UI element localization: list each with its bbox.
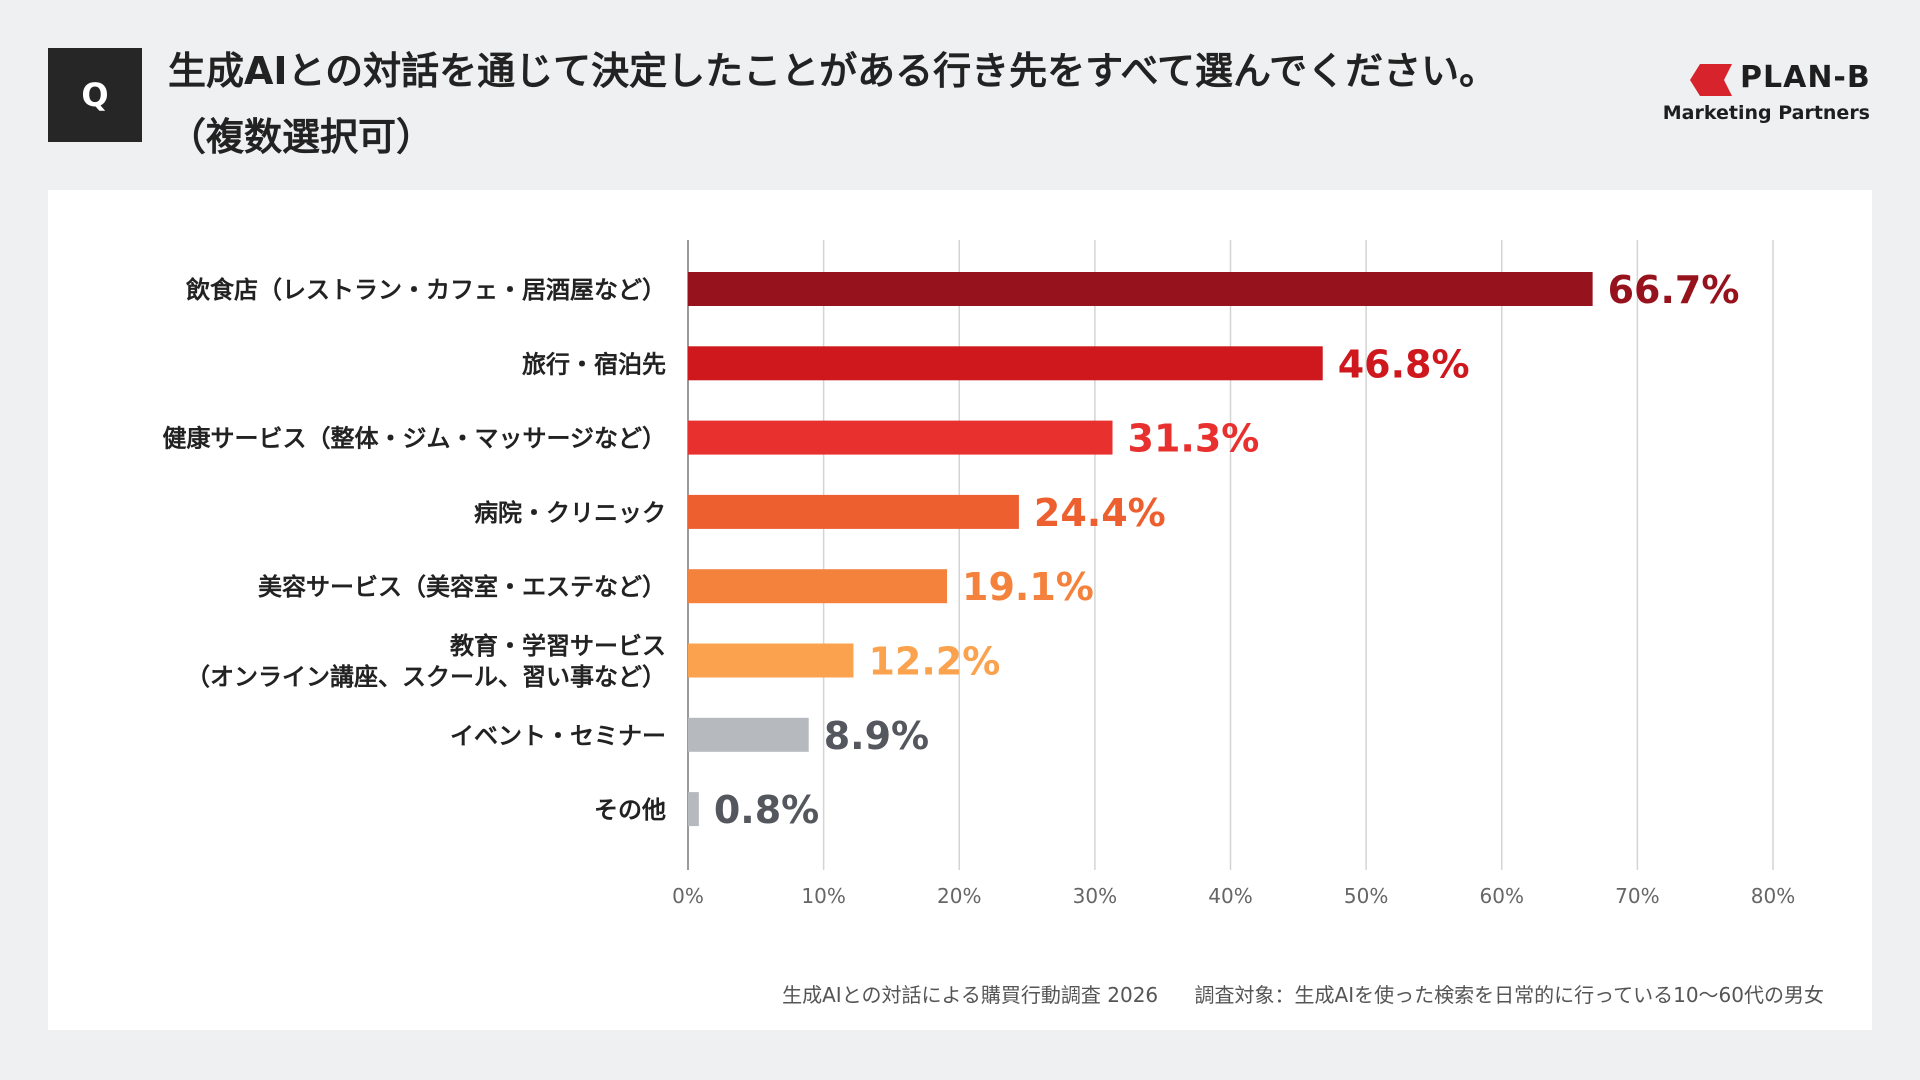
x-tick-label: 70% — [1615, 884, 1659, 908]
value-label: 66.7% — [1608, 268, 1740, 312]
category-label: その他 — [594, 796, 666, 824]
chart-panel: 0% 10% 20% 30% 40% 50% 60% 70% 80% 飲食店（レストラン・カフェ・… — [48, 190, 1872, 1030]
x-tick-label: 40% — [1208, 884, 1252, 908]
x-tick-label: 80% — [1751, 884, 1795, 908]
category-label: （オンライン講座、スクール、習い事など） — [186, 663, 666, 691]
x-tick-label: 0% — [672, 884, 704, 908]
x-tick-label: 10% — [801, 884, 845, 908]
value-label: 0.8% — [714, 788, 819, 832]
category-label: 旅行・宿泊先 — [522, 350, 666, 378]
bar — [688, 346, 1323, 381]
x-tick-label: 20% — [937, 884, 981, 908]
category-label: 飲食店（レストラン・カフェ・居酒屋など） — [185, 276, 666, 304]
bar — [688, 569, 948, 604]
value-label: 8.9% — [824, 714, 929, 758]
question-badge: Q — [48, 48, 142, 142]
bar — [688, 717, 809, 752]
logo-subtitle: Marketing Partners — [1662, 102, 1870, 124]
x-tick-label: 60% — [1480, 884, 1524, 908]
value-label: 46.8% — [1338, 342, 1470, 386]
category-label: 病院・クリニック — [474, 499, 666, 527]
x-tick-label: 50% — [1344, 884, 1388, 908]
bar — [688, 643, 854, 678]
category-label: 健康サービス（整体・ジム・マッサージなど） — [162, 425, 666, 453]
bar — [688, 792, 699, 827]
value-label: 12.2% — [868, 640, 1000, 684]
question-title: 生成AIとの対話を通じて決定したことがある行き先をすべて選んでください。 （複数… — [168, 38, 1568, 170]
x-tick-label: 30% — [1073, 884, 1117, 908]
bar — [688, 272, 1593, 306]
category-label: 教育・学習サービス — [450, 632, 666, 660]
plan-b-logo-icon — [1690, 64, 1732, 96]
footnote-target: 調査対象：生成AIを使った検索を日常的に行っている10〜60代の男女 — [1194, 983, 1824, 1007]
footnote: 生成AIとの対話による購買行動調査 2026 調査対象：生成AIを使った検索を日… — [782, 979, 1824, 1008]
value-label: 19.1% — [962, 565, 1094, 609]
value-label: 24.4% — [1034, 491, 1166, 535]
logo-name: PLAN-B — [1740, 60, 1871, 95]
value-label: 31.3% — [1128, 417, 1260, 461]
bar — [688, 420, 1113, 455]
question-line-1: 生成AIとの対話を通じて決定したことがある行き先をすべて選んでください。 — [168, 49, 1498, 93]
question-line-2: （複数選択可） — [168, 115, 435, 159]
bar-chart: 0% 10% 20% 30% 40% 50% 60% 70% 80% 飲食店（レストラン・カフェ・… — [162, 240, 1795, 908]
category-label: イベント・セミナー — [450, 722, 666, 750]
brand-logo: PLAN-B Marketing Partners — [1663, 60, 1880, 130]
category-label: 美容サービス（美容室・エステなど） — [258, 573, 666, 601]
footnote-source: 生成AIとの対話による購買行動調査 2026 — [782, 983, 1159, 1007]
bar — [688, 494, 1019, 529]
